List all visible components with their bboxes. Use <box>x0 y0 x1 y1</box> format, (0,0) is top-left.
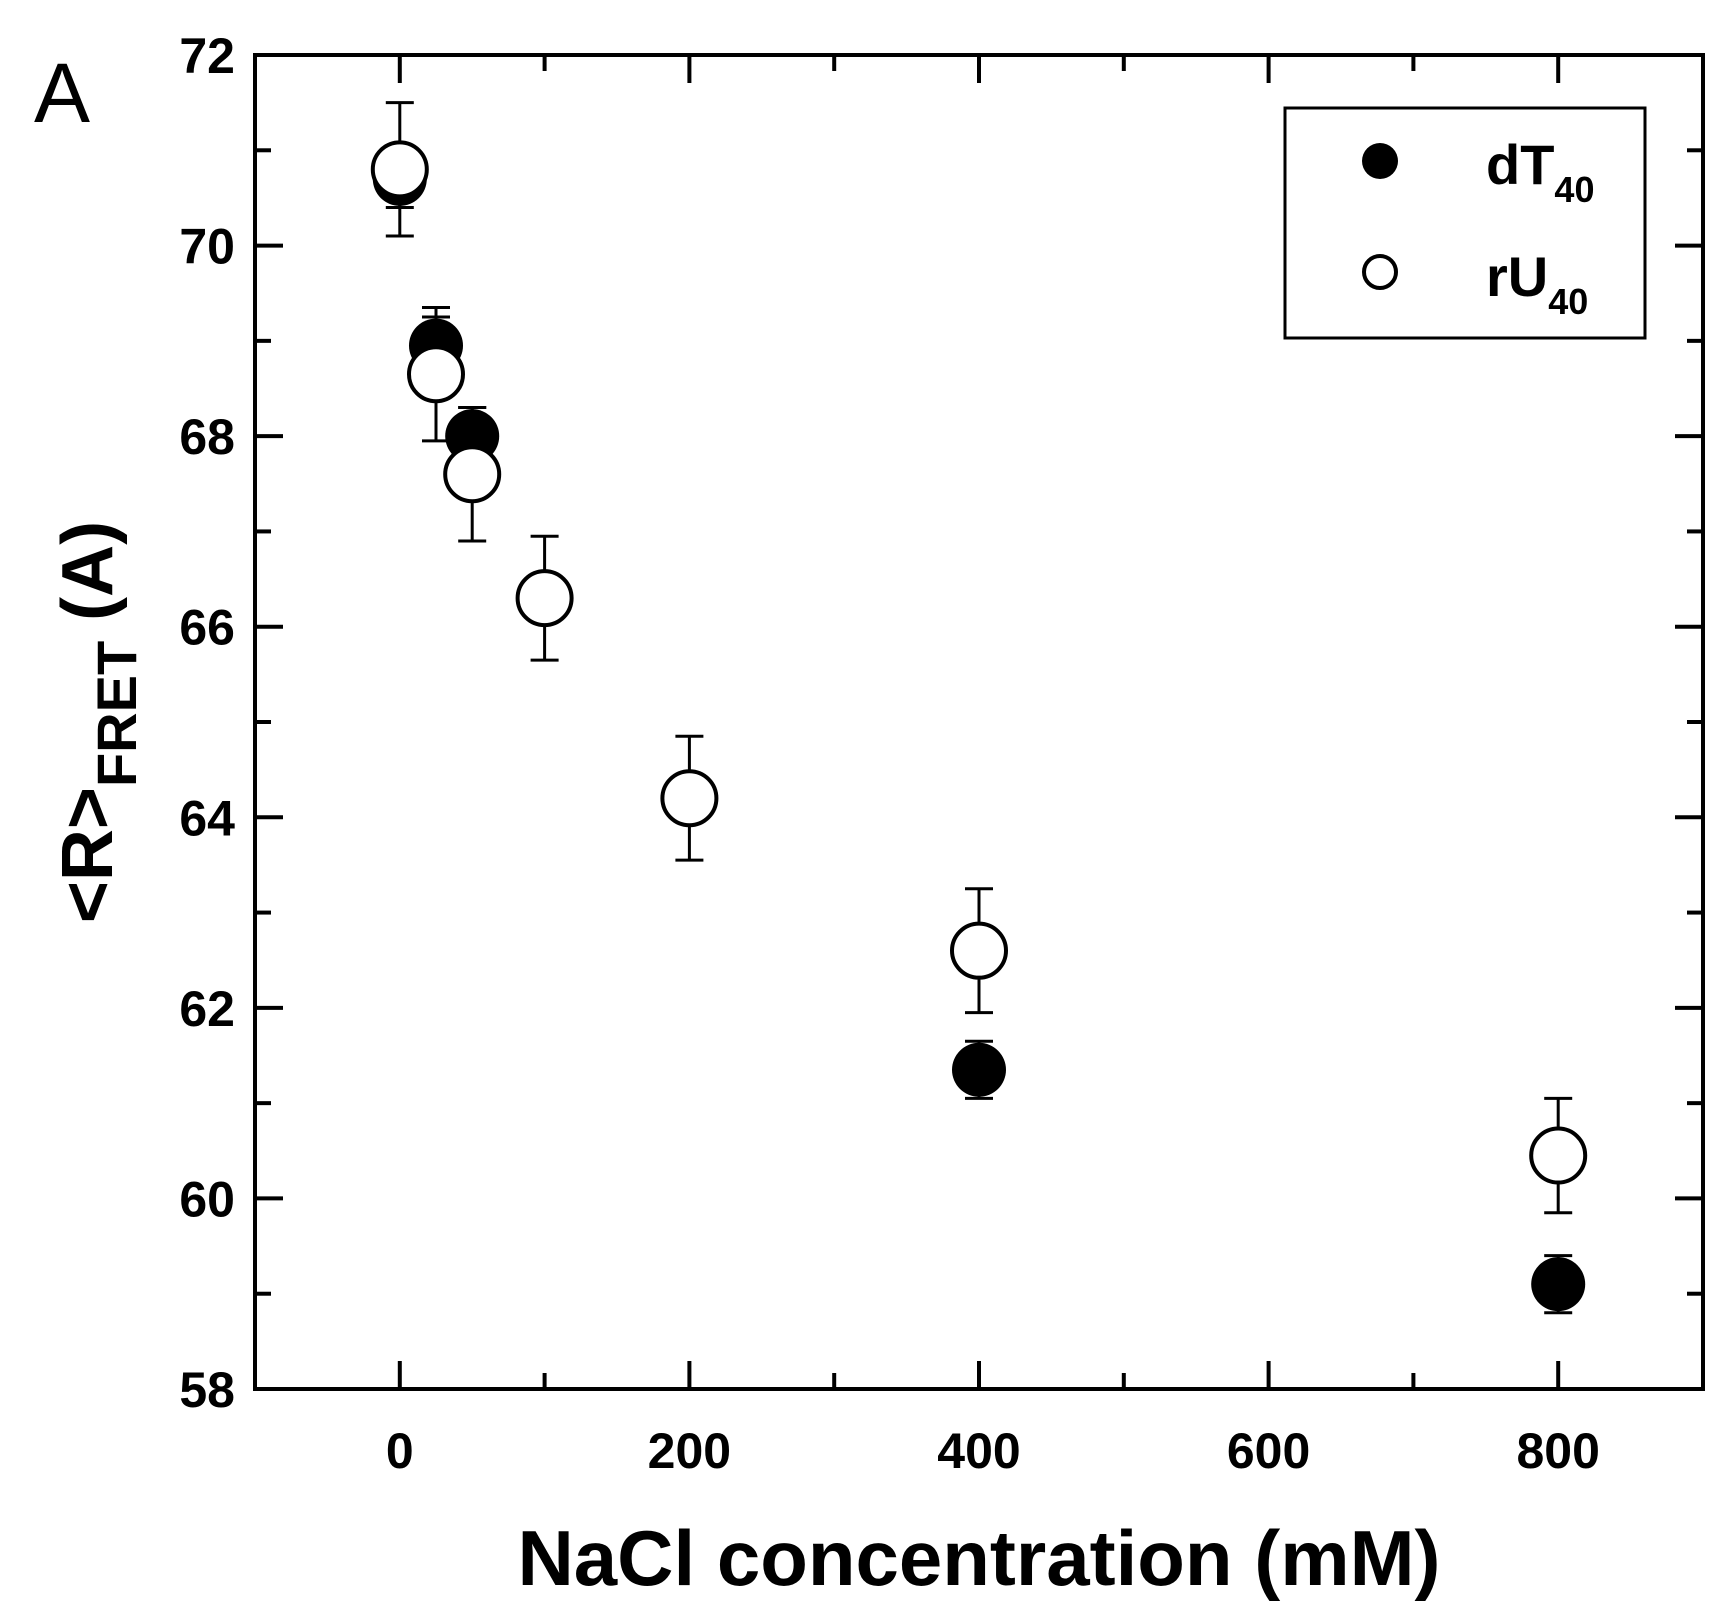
y-axis-title: <R>FRET (A) <box>48 521 148 923</box>
y-tick-label: 66 <box>179 600 235 656</box>
y-tick-label: 68 <box>179 409 235 465</box>
data-point-ru40 <box>950 921 1008 980</box>
panel-label: A <box>34 46 90 140</box>
x-tick-label: 200 <box>648 1423 731 1479</box>
data-point-ru40 <box>443 445 502 504</box>
y-axis-title-tail: (A) <box>48 521 128 641</box>
y-axis <box>255 53 1703 1391</box>
x-tick-label: 0 <box>386 1423 414 1479</box>
y-tick-label: 70 <box>179 219 235 275</box>
legend-marker-ru40 <box>1362 254 1398 290</box>
x-tick-label: 400 <box>937 1423 1020 1479</box>
legend: dT40 rU40 <box>1283 106 1647 340</box>
data-point-dt40 <box>1531 1257 1586 1312</box>
plot-area <box>370 101 1588 1315</box>
data-point-ru40 <box>1529 1126 1588 1185</box>
x-axis-title: NaCl concentration (mM) <box>517 1514 1440 1602</box>
data-point-ru40 <box>515 569 574 628</box>
y-tick-label: 64 <box>179 790 235 846</box>
x-tick-labels: 0 200 400 600 800 <box>386 1423 1600 1479</box>
y-axis-title-main: <R> <box>48 787 128 923</box>
y-tick-label: 60 <box>179 1171 235 1227</box>
data-point-dt40 <box>952 1042 1006 1097</box>
y-axis-title-sub: FRET <box>85 641 148 787</box>
data-point-ru40 <box>370 140 429 199</box>
legend-label-dt40: dT40 <box>1486 133 1594 210</box>
x-tick-label: 600 <box>1227 1423 1310 1479</box>
data-point-ru40 <box>660 769 719 828</box>
x-axis <box>397 55 1561 1389</box>
legend-label-ru40: rU40 <box>1486 245 1588 322</box>
series-ru40 <box>370 101 1588 1215</box>
legend-marker-dt40 <box>1362 143 1398 179</box>
y-tick-labels: 58 60 62 64 66 68 70 72 <box>179 28 235 1418</box>
y-tick-label: 62 <box>179 981 235 1037</box>
data-point-ru40 <box>407 345 465 404</box>
x-tick-label: 800 <box>1516 1423 1599 1479</box>
y-tick-label: 72 <box>179 28 235 84</box>
legend-box <box>1283 106 1647 340</box>
y-tick-label: 58 <box>179 1362 235 1418</box>
